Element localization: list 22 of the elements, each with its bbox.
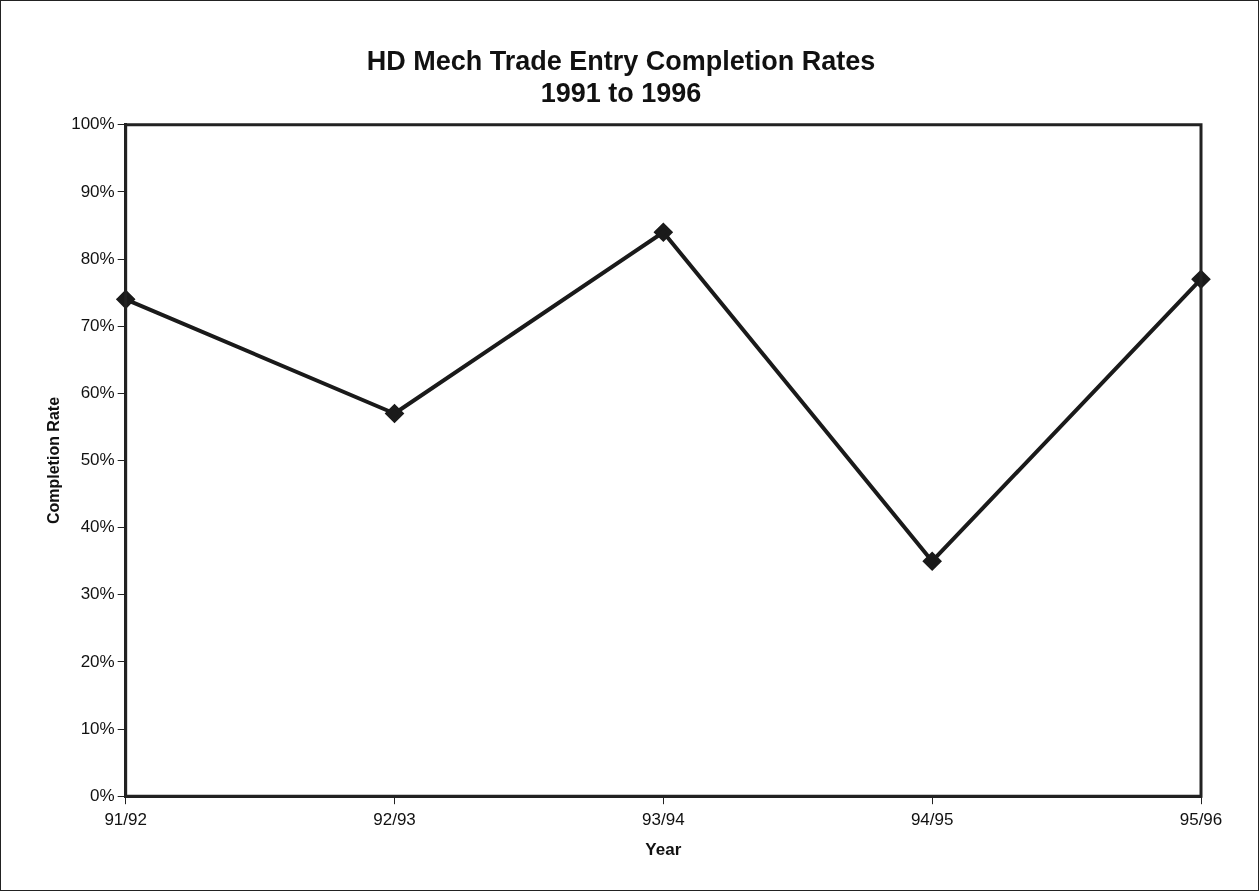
- x-tick-label: 95/96: [1179, 810, 1223, 830]
- point: [385, 404, 404, 423]
- x-tick-label: 93/94: [642, 810, 685, 830]
- x-tick-label: 92/93: [373, 810, 416, 830]
- y-tick-label: 20%: [80, 651, 115, 671]
- point: [654, 223, 673, 242]
- y-tick-label: 50%: [80, 450, 115, 470]
- x-tick-label: 94/95: [910, 810, 954, 830]
- y-tick-label: 30%: [80, 584, 115, 604]
- y-tick-label: 90%: [80, 181, 115, 201]
- chart-title: HD Mech Trade Entry Completion Rates 1991 to 1996: [366, 45, 876, 109]
- y-tick-label: 80%: [80, 248, 115, 268]
- y-tick-label: 40%: [80, 517, 115, 537]
- x-axis-title: Year: [645, 840, 682, 860]
- y-axis-title: Completion Rate: [45, 396, 63, 525]
- point: [923, 552, 942, 571]
- y-tick-label: 70%: [80, 315, 115, 335]
- y-tick-label: 10%: [80, 718, 115, 738]
- y-tick-label: 60%: [80, 383, 115, 403]
- y-tick-label: 100%: [71, 114, 115, 134]
- x-tick-label: 91/92: [104, 810, 147, 830]
- y-tick-label: 0%: [90, 785, 115, 805]
